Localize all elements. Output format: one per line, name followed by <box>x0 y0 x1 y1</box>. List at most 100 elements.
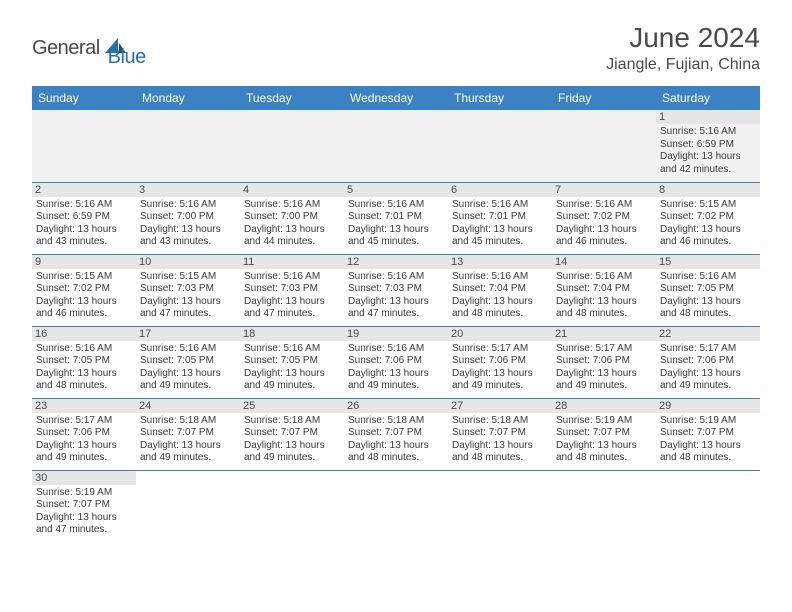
sunset-line: Sunset: 7:07 PM <box>36 499 132 512</box>
sunset-line: Sunset: 7:04 PM <box>556 283 652 296</box>
calendar-cell: 4Sunrise: 5:16 AMSunset: 7:00 PMDaylight… <box>240 182 344 254</box>
calendar-row: 2Sunrise: 5:16 AMSunset: 6:59 PMDaylight… <box>32 182 760 254</box>
day-number: 14 <box>552 255 656 269</box>
calendar-cell: 18Sunrise: 5:16 AMSunset: 7:05 PMDayligh… <box>240 326 344 398</box>
day-number: 7 <box>552 183 656 197</box>
sunrise-line: Sunrise: 5:18 AM <box>452 415 548 428</box>
month-title: June 2024 <box>606 22 760 54</box>
day-number: 10 <box>136 255 240 269</box>
sunrise-line: Sunrise: 5:16 AM <box>36 199 132 212</box>
sunrise-line: Sunrise: 5:16 AM <box>140 343 236 356</box>
sunset-line: Sunset: 7:07 PM <box>660 427 756 440</box>
day-number: 19 <box>344 327 448 341</box>
logo: General Blue <box>32 28 146 69</box>
sunrise-line: Sunrise: 5:16 AM <box>244 343 340 356</box>
calendar-cell: 25Sunrise: 5:18 AMSunset: 7:07 PMDayligh… <box>240 398 344 470</box>
weekday-header-row: Sunday Monday Tuesday Wednesday Thursday… <box>32 86 760 110</box>
calendar-cell: 28Sunrise: 5:19 AMSunset: 7:07 PMDayligh… <box>552 398 656 470</box>
daylight-line: Daylight: 13 hours and 49 minutes. <box>36 440 132 465</box>
calendar-cell: 15Sunrise: 5:16 AMSunset: 7:05 PMDayligh… <box>656 254 760 326</box>
calendar-cell <box>136 470 240 542</box>
day-number: 16 <box>32 327 136 341</box>
calendar-cell <box>656 470 760 542</box>
day-number: 24 <box>136 399 240 413</box>
sunset-line: Sunset: 7:01 PM <box>452 211 548 224</box>
weekday-header: Thursday <box>448 86 552 110</box>
calendar-cell <box>136 110 240 182</box>
calendar-cell: 2 Sunrise: 5:16 AMSunset: 6:59 PMDaylight… <box>32 182 136 254</box>
day-number: 12 <box>344 255 448 269</box>
calendar-cell: 11Sunrise: 5:16 AMSunset: 7:03 PMDayligh… <box>240 254 344 326</box>
calendar-cell: 29Sunrise: 5:19 AMSunset: 7:07 PMDayligh… <box>656 398 760 470</box>
sunset-line: Sunset: 7:05 PM <box>36 355 132 368</box>
sunrise-line: Sunrise: 5:16 AM <box>244 271 340 284</box>
calendar-table: Sunday Monday Tuesday Wednesday Thursday… <box>32 86 760 542</box>
sunset-line: Sunset: 7:04 PM <box>452 283 548 296</box>
sunrise-line: Sunrise: 5:17 AM <box>660 343 756 356</box>
calendar-row: 23Sunrise: 5:17 AMSunset: 7:06 PMDayligh… <box>32 398 760 470</box>
sunset-line: Sunset: 7:06 PM <box>348 355 444 368</box>
sunset-line: Sunset: 7:05 PM <box>140 355 236 368</box>
day-number: 21 <box>552 327 656 341</box>
sunrise-line: Sunrise: 5:18 AM <box>140 415 236 428</box>
page: General Blue June 2024 Jiangle, Fujian, … <box>0 0 792 562</box>
day-number: 1 <box>656 110 760 124</box>
daylight-line: Daylight: 13 hours and 48 minutes. <box>452 296 548 321</box>
sunrise-line: Sunrise: 5:16 AM <box>452 199 548 212</box>
day-number: 5 <box>344 183 448 197</box>
sunrise-line: Sunrise: 5:16 AM <box>140 199 236 212</box>
day-number: 9 <box>32 255 136 269</box>
calendar-cell: 3 Sunrise: 5:16 AMSunset: 7:00 PMDaylight… <box>136 182 240 254</box>
daylight-line: Daylight: 13 hours and 44 minutes. <box>244 224 340 249</box>
weekday-header: Tuesday <box>240 86 344 110</box>
calendar-cell <box>552 110 656 182</box>
daylight-line: Daylight: 13 hours and 45 minutes. <box>348 224 444 249</box>
weekday-header: Friday <box>552 86 656 110</box>
daylight-line: Daylight: 13 hours and 49 minutes. <box>556 368 652 393</box>
sunrise-line: Sunrise: 5:19 AM <box>556 415 652 428</box>
sunset-line: Sunset: 6:59 PM <box>36 211 132 224</box>
sunset-line: Sunset: 7:01 PM <box>348 211 444 224</box>
calendar-cell: 6Sunrise: 5:16 AMSunset: 7:01 PMDaylight… <box>448 182 552 254</box>
sunrise-line: Sunrise: 5:19 AM <box>660 415 756 428</box>
daylight-line: Daylight: 13 hours and 49 minutes. <box>140 440 236 465</box>
daylight-line: Daylight: 13 hours and 46 minutes. <box>556 224 652 249</box>
location: Jiangle, Fujian, China <box>606 56 760 74</box>
daylight-line: Daylight: 13 hours and 48 minutes. <box>556 296 652 321</box>
weekday-header: Saturday <box>656 86 760 110</box>
day-number: 4 <box>240 183 344 197</box>
day-number: 15 <box>656 255 760 269</box>
sunrise-line: Sunrise: 5:16 AM <box>660 271 756 284</box>
sunrise-line: Sunrise: 5:19 AM <box>36 487 132 500</box>
sunset-line: Sunset: 7:02 PM <box>556 211 652 224</box>
daylight-line: Daylight: 13 hours and 49 minutes. <box>244 368 340 393</box>
day-number: 13 <box>448 255 552 269</box>
calendar-cell <box>344 470 448 542</box>
calendar-cell: 5Sunrise: 5:16 AMSunset: 7:01 PMDaylight… <box>344 182 448 254</box>
daylight-line: Daylight: 13 hours and 42 minutes. <box>660 151 756 176</box>
day-number: 2 <box>32 183 136 197</box>
day-number: 27 <box>448 399 552 413</box>
daylight-line: Daylight: 13 hours and 48 minutes. <box>348 440 444 465</box>
logo-text-general: General <box>32 37 100 60</box>
day-number: 3 <box>136 183 240 197</box>
sunset-line: Sunset: 7:05 PM <box>660 283 756 296</box>
sunset-line: Sunset: 7:07 PM <box>348 427 444 440</box>
daylight-line: Daylight: 13 hours and 43 minutes. <box>140 224 236 249</box>
sunset-line: Sunset: 6:59 PM <box>660 139 756 152</box>
sunset-line: Sunset: 7:03 PM <box>140 283 236 296</box>
sunrise-line: Sunrise: 5:15 AM <box>140 271 236 284</box>
calendar-cell <box>448 470 552 542</box>
daylight-line: Daylight: 13 hours and 47 minutes. <box>244 296 340 321</box>
calendar-cell: 23Sunrise: 5:17 AMSunset: 7:06 PMDayligh… <box>32 398 136 470</box>
daylight-line: Daylight: 13 hours and 43 minutes. <box>36 224 132 249</box>
daylight-line: Daylight: 13 hours and 47 minutes. <box>140 296 236 321</box>
calendar-cell: 20Sunrise: 5:17 AMSunset: 7:06 PMDayligh… <box>448 326 552 398</box>
calendar-cell <box>448 110 552 182</box>
sunset-line: Sunset: 7:07 PM <box>556 427 652 440</box>
sunset-line: Sunset: 7:00 PM <box>140 211 236 224</box>
sunrise-line: Sunrise: 5:16 AM <box>556 199 652 212</box>
daylight-line: Daylight: 13 hours and 46 minutes. <box>660 224 756 249</box>
calendar-cell: 27Sunrise: 5:18 AMSunset: 7:07 PMDayligh… <box>448 398 552 470</box>
day-number: 8 <box>656 183 760 197</box>
